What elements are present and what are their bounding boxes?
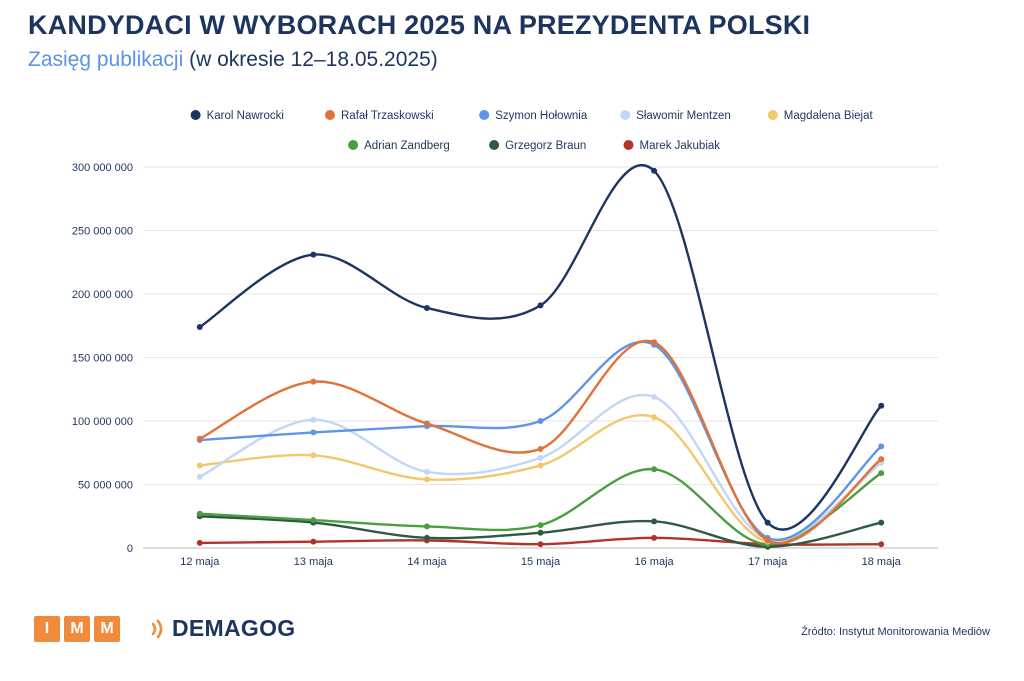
subtitle-period: (w okresie 12–18.05.2025) bbox=[189, 48, 438, 71]
data-point bbox=[310, 538, 317, 545]
legend-label: Grzegorz Braun bbox=[505, 140, 586, 152]
legend-marker bbox=[767, 110, 778, 120]
data-point bbox=[423, 304, 430, 311]
legend-marker bbox=[190, 110, 201, 120]
y-tick-label: 100 000 000 bbox=[72, 416, 133, 428]
subtitle-accent: Zasięg publikacji bbox=[28, 48, 184, 71]
data-point bbox=[651, 393, 658, 400]
data-point bbox=[651, 534, 658, 541]
legend-marker bbox=[623, 140, 634, 150]
data-point bbox=[310, 429, 317, 436]
legend-label: Szymon Hołownia bbox=[495, 110, 588, 122]
data-point bbox=[878, 470, 885, 477]
chart-title: KANDYDACI W WYBORACH 2025 NA PREZYDENTA … bbox=[28, 10, 811, 40]
legend-label: Adrian Zandberg bbox=[364, 140, 450, 152]
data-point bbox=[423, 523, 430, 530]
data-point bbox=[310, 517, 317, 524]
y-tick-label: 200 000 000 bbox=[72, 289, 133, 301]
source-note: Źródto: Instytut Monitorowania Mediów bbox=[801, 626, 990, 638]
legend-marker bbox=[620, 110, 631, 120]
data-point bbox=[310, 416, 317, 423]
chart-subtitle: Zasięg publikacji (w okresie 12–18.05.20… bbox=[28, 48, 438, 72]
demagog-logo: DEMAGOG bbox=[150, 615, 296, 642]
data-point bbox=[537, 418, 544, 424]
x-tick-label: 12 maja bbox=[180, 556, 220, 568]
data-point bbox=[651, 518, 658, 525]
data-point bbox=[651, 466, 658, 473]
legend-marker bbox=[489, 140, 500, 150]
legend-marker bbox=[479, 110, 490, 120]
data-point bbox=[878, 519, 885, 526]
legend-label: Rafał Trzaskowski bbox=[341, 110, 434, 122]
legend-marker bbox=[348, 140, 359, 150]
y-tick-label: 50 000 000 bbox=[78, 480, 133, 492]
data-point bbox=[537, 454, 544, 461]
data-point bbox=[423, 534, 430, 541]
data-point bbox=[537, 522, 544, 529]
data-point bbox=[878, 443, 885, 450]
imm-logo-letter: M bbox=[94, 615, 120, 642]
y-tick-label: 150 000 000 bbox=[72, 353, 133, 365]
footer-logos: I M M DEMAGOG bbox=[34, 615, 296, 642]
data-point bbox=[310, 251, 317, 258]
x-tick-label: 18 maja bbox=[862, 556, 902, 568]
y-tick-label: 250 000 000 bbox=[72, 226, 133, 238]
legend-marker bbox=[325, 110, 335, 120]
data-point bbox=[423, 476, 430, 483]
sound-waves-icon bbox=[151, 619, 163, 638]
data-point bbox=[878, 456, 885, 463]
legend-label: Marek Jakubiak bbox=[640, 140, 721, 152]
legend-label: Karol Nawrocki bbox=[207, 110, 284, 122]
data-point bbox=[537, 445, 544, 452]
data-point bbox=[878, 402, 885, 409]
y-tick-label: 300 000 000 bbox=[72, 162, 133, 174]
data-point bbox=[651, 167, 658, 174]
data-point bbox=[196, 324, 203, 331]
legend-label: Sławomir Mentzen bbox=[636, 110, 731, 122]
y-tick-label: 0 bbox=[127, 543, 133, 555]
data-point bbox=[764, 519, 771, 526]
data-point bbox=[651, 414, 658, 421]
series-line bbox=[198, 164, 883, 531]
data-point bbox=[196, 510, 203, 517]
series-line bbox=[198, 340, 883, 542]
imm-logo-letter: I bbox=[34, 615, 60, 642]
data-point bbox=[764, 537, 771, 544]
legend-label: Magdalena Biejat bbox=[784, 110, 874, 122]
imm-logo-letter: M bbox=[64, 615, 90, 642]
data-point bbox=[310, 378, 317, 385]
x-tick-label: 16 maja bbox=[635, 556, 675, 568]
data-point bbox=[423, 420, 430, 427]
data-point bbox=[196, 539, 203, 546]
data-point bbox=[196, 473, 203, 480]
demagog-label: DEMAGOG bbox=[172, 615, 296, 641]
x-tick-label: 15 maja bbox=[521, 556, 561, 568]
data-point bbox=[537, 462, 544, 469]
data-point bbox=[310, 452, 317, 459]
data-point bbox=[196, 435, 203, 442]
series-line bbox=[198, 339, 883, 545]
data-point bbox=[878, 541, 885, 548]
x-tick-label: 14 maja bbox=[407, 556, 447, 568]
x-tick-label: 17 maja bbox=[748, 556, 788, 568]
data-point bbox=[196, 462, 203, 469]
data-point bbox=[537, 302, 544, 309]
data-point bbox=[537, 541, 544, 548]
data-point bbox=[423, 468, 430, 475]
x-tick-label: 13 maja bbox=[294, 556, 334, 568]
data-point bbox=[537, 529, 544, 536]
data-point bbox=[651, 339, 658, 346]
